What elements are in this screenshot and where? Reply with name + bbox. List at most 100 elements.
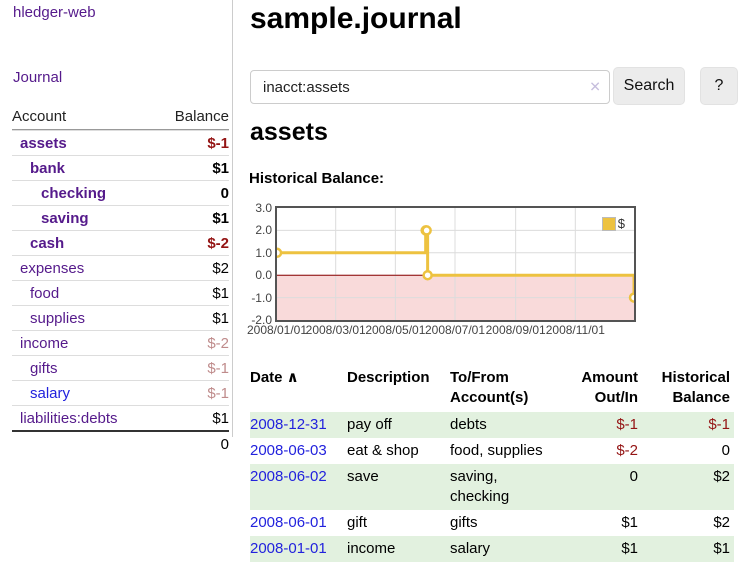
transaction-amount: $1 [621, 514, 638, 531]
sidebar-account-link[interactable]: assets [20, 134, 67, 152]
sidebar-account-link[interactable]: checking [41, 184, 107, 202]
register-column-header: Amount Out/In [581, 369, 638, 406]
chart-legend: $ [601, 216, 625, 231]
account-row: saving $1 [12, 205, 229, 230]
transaction-accounts: debts [450, 412, 580, 438]
x-axis-tick-label: 2008/01/01 [246, 323, 308, 337]
y-axis-tick-label: 0.0 [255, 268, 272, 283]
register-row: 2008-01-01 income salary $1 $1 [250, 536, 734, 562]
register-column-header: Description [347, 369, 430, 386]
x-axis-tick-label: 2008/07/01 [424, 323, 486, 337]
sidebar-account-link[interactable]: cash [30, 234, 65, 252]
transaction-date-link[interactable]: 2008-01-01 [250, 540, 327, 557]
account-row: assets $-1 [12, 130, 229, 155]
transaction-amount: $-1 [580, 412, 640, 438]
y-axis-tick-label: 3.0 [255, 201, 272, 215]
transaction-description: pay off [347, 412, 450, 438]
total-balance: 0 [220, 435, 229, 453]
balance-column-header: Balance [174, 107, 229, 125]
register-row: 2008-06-01 gift gifts $1 $2 [250, 510, 734, 536]
transaction-amount: $1 [580, 536, 640, 562]
account-row: expenses $2 [12, 255, 229, 280]
transaction-running-balance: 0 [721, 442, 730, 459]
account-balance: $-1 [207, 359, 229, 377]
transaction-accounts: gifts [450, 514, 478, 531]
register-column-header[interactable]: Date ∧ [250, 369, 299, 386]
transaction-description: save [347, 464, 450, 510]
y-axis-tick-label: -2.0 [251, 313, 272, 327]
current-account-heading: assets [250, 118, 328, 146]
transaction-accounts: salary [450, 536, 580, 562]
search-button[interactable]: Search [613, 67, 685, 105]
help-button[interactable]: ? [700, 67, 738, 105]
account-balance: $1 [212, 284, 229, 302]
legend-label: $ [617, 216, 625, 231]
account-row: liabilities:debts $1 [12, 405, 229, 430]
account-balance: $1 [212, 409, 229, 427]
sidebar-account-link[interactable]: saving [41, 209, 89, 227]
account-balance: $-2 [207, 334, 229, 352]
transaction-date-link[interactable]: 2008-06-03 [250, 442, 327, 459]
transaction-date-link[interactable]: 2008-06-02 [250, 468, 327, 485]
register-row: 2008-06-03 eat & shop food, supplies $-2 0 [250, 438, 734, 464]
clear-search-icon[interactable]: ✕ [589, 78, 601, 95]
account-row: food $1 [12, 280, 229, 305]
register-column-header: To/From Account(s) [450, 369, 529, 406]
sort-ascending-icon: ∧ [282, 369, 299, 386]
sidebar-account-link[interactable]: liabilities:debts [20, 409, 118, 427]
y-axis-tick-label: -1.0 [251, 290, 272, 305]
sidebar-account-link[interactable]: salary [30, 384, 71, 402]
search-form: ✕ [250, 70, 610, 104]
account-balance: $-1 [207, 134, 229, 152]
account-balance: $1 [212, 159, 229, 177]
sidebar-item-journal[interactable]: Journal [13, 69, 63, 86]
page-title: sample.journal [250, 2, 462, 35]
transaction-running-balance: $2 [713, 514, 730, 531]
register-row: 2008-06-02 save saving, checking 0 $2 [250, 464, 734, 510]
sidebar-account-link[interactable]: income [20, 334, 69, 352]
x-axis-tick-label: 2008/05/01 [365, 323, 426, 337]
account-row: salary $-1 [12, 380, 229, 405]
account-balance: $1 [212, 209, 229, 227]
sidebar-divider [232, 0, 233, 437]
register-table: Date ∧ Description To/From Account(s) Amount… [250, 366, 734, 562]
account-balance: $-1 [207, 384, 229, 402]
transaction-amount: 0 [580, 464, 640, 510]
y-axis-tick-label: 1.0 [255, 245, 272, 260]
x-axis-tick-label: 2008/09/01 [485, 323, 546, 337]
app-brand-link[interactable]: hledger-web [13, 4, 96, 21]
y-axis-tick-label: 2.0 [255, 223, 272, 238]
register-column-header: Historical Balance [661, 369, 730, 406]
legend-swatch-icon [601, 216, 616, 231]
sidebar-account-link[interactable]: supplies [30, 309, 86, 327]
transaction-description: income [347, 536, 450, 562]
account-row: supplies $1 [12, 305, 229, 330]
transaction-accounts: food, supplies [450, 442, 543, 459]
sidebar-account-link[interactable]: expenses [20, 259, 85, 277]
x-axis-tick-label: 2008/11/01 [545, 323, 605, 337]
search-input[interactable] [250, 70, 610, 104]
account-column-header: Account [12, 107, 67, 125]
account-row: checking 0 [12, 180, 229, 205]
transaction-running-balance: $1 [640, 536, 734, 562]
account-row: cash $-2 [12, 230, 229, 255]
chart-plot-area: $ [271, 206, 640, 322]
chart-canvas [271, 208, 640, 320]
historical-balance-chart: $ 3.0 2.0 1.0 0.0 -1.0 -2.0 2008/01/01 2008/03/… [244, 201, 644, 342]
account-tree: Account Balance assets $-1 bank $1 checking 0… [12, 103, 229, 456]
account-balance: $2 [212, 259, 229, 277]
sidebar-account-link[interactable]: gifts [30, 359, 58, 377]
account-tree-header: Account Balance [12, 103, 229, 130]
transaction-date-link[interactable]: 2008-12-31 [250, 416, 327, 433]
chart-title: Historical Balance: [249, 170, 385, 187]
sidebar-account-link[interactable]: bank [30, 159, 66, 177]
account-balance: $1 [212, 309, 229, 327]
transaction-accounts: saving, checking [450, 464, 580, 510]
transaction-running-balance: $-1 [640, 412, 734, 438]
account-balance: $-2 [207, 234, 229, 252]
transaction-date-link[interactable]: 2008-06-01 [250, 514, 327, 531]
sidebar-account-link[interactable]: food [30, 284, 60, 302]
account-row: bank $1 [12, 155, 229, 180]
transaction-amount: $-2 [616, 442, 638, 459]
account-row: gifts $-1 [12, 355, 229, 380]
